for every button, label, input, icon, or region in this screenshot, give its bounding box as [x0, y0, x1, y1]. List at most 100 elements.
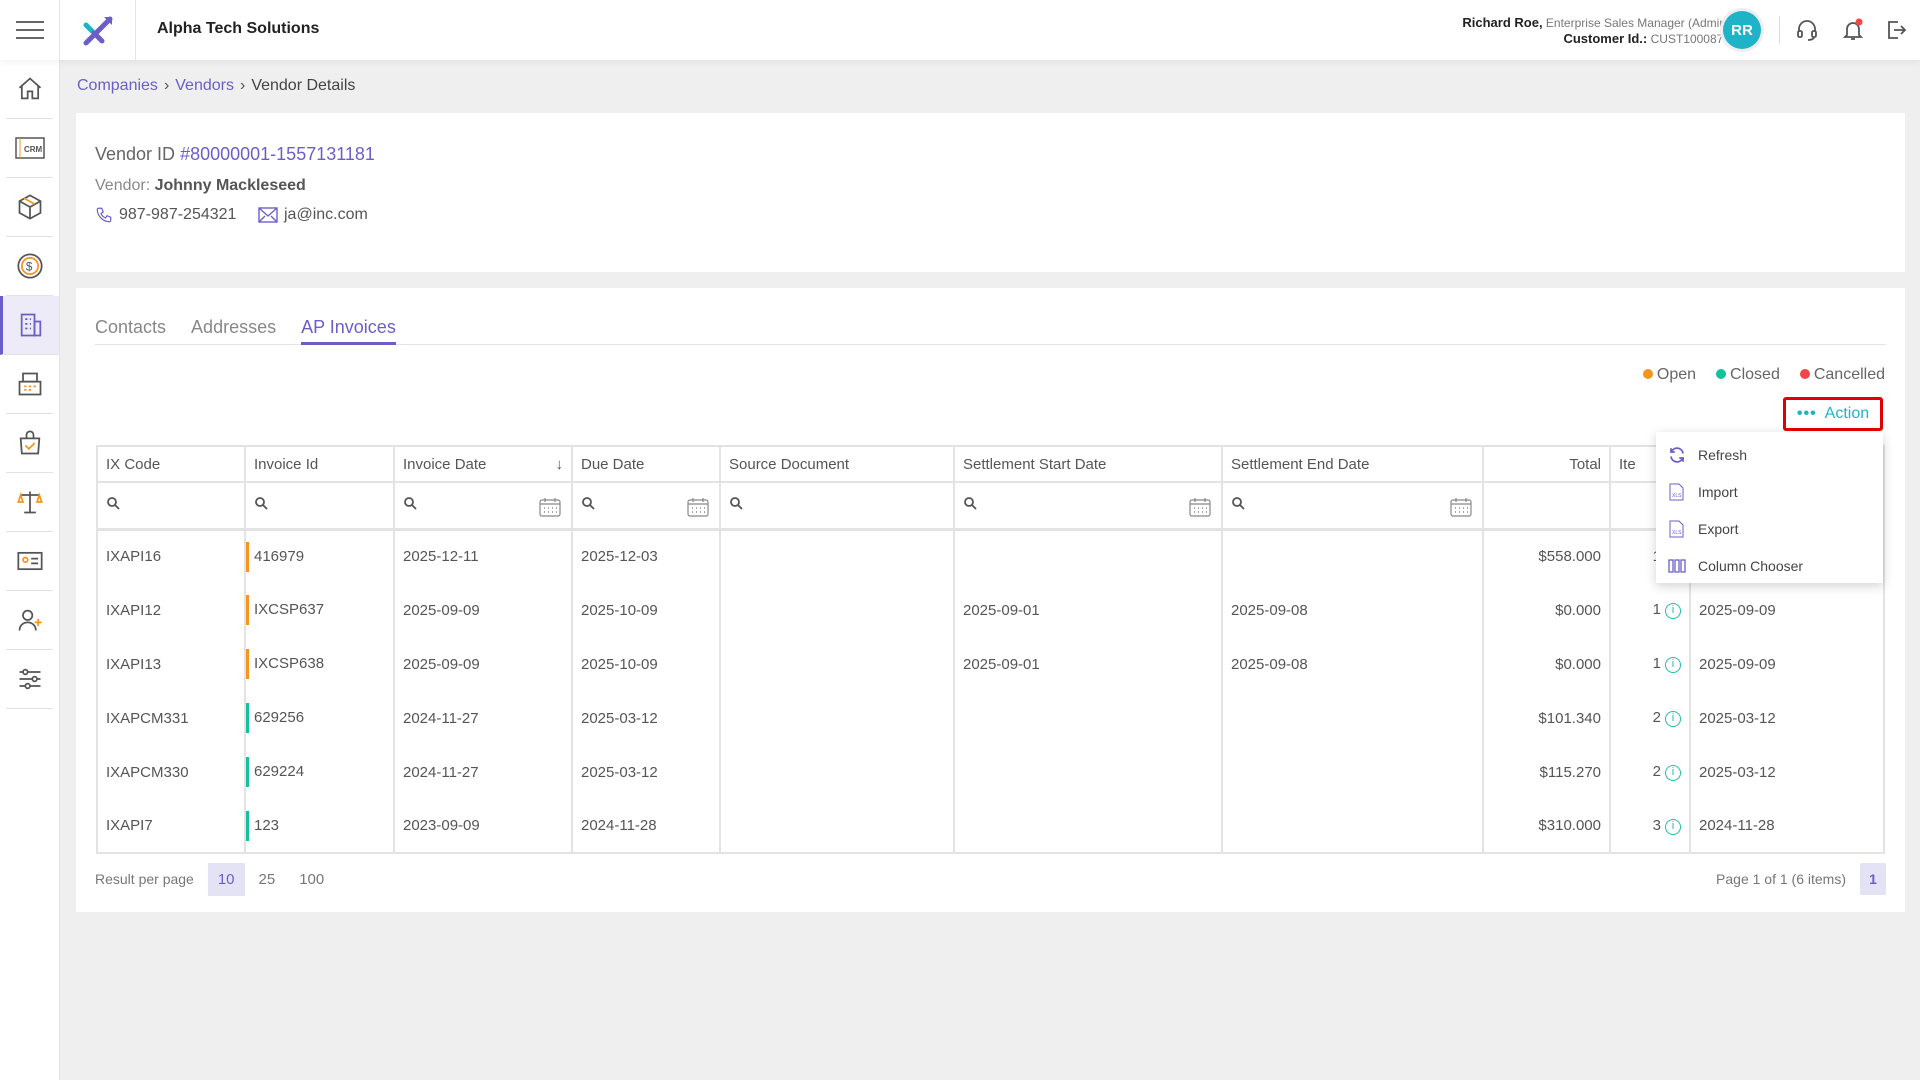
column-header-label: IX Code [106, 455, 161, 473]
page-size-25[interactable]: 25 [258, 870, 276, 888]
headset-icon[interactable] [1795, 18, 1819, 42]
bell-icon[interactable] [1841, 18, 1865, 42]
vendor-name: Vendor: Johnny Mackleseed [95, 177, 306, 195]
cell-value: 2025-09-09 [1699, 601, 1776, 619]
column-header-settlement-end-date[interactable]: Settlement End Date [1221, 445, 1484, 483]
tab-contacts[interactable]: Contacts [95, 317, 167, 337]
page-size-100[interactable]: 100 [299, 870, 325, 888]
status-indicator [247, 595, 249, 625]
table-row[interactable]: IXAPI16 416979 2025-12-11 2025-12-03 $558.00… [96, 529, 1885, 583]
cell-settlement-start-date [953, 691, 1223, 745]
filter-invoice-date[interactable] [393, 482, 573, 531]
page-info: Page 1 of 1 (6 items) [1716, 871, 1846, 887]
sidebar-item-companies[interactable] [0, 296, 59, 355]
menu-item-import[interactable]: XLS Import [1656, 473, 1883, 510]
logout-icon[interactable] [1884, 18, 1908, 42]
search-icon [1232, 497, 1245, 510]
info-icon[interactable]: i [1665, 603, 1681, 619]
sidebar-item-cards[interactable] [6, 532, 53, 591]
breadcrumb-vendors[interactable]: Vendors [175, 77, 234, 94]
filter-due-date[interactable] [571, 482, 721, 531]
sidebar-item-products[interactable] [6, 178, 53, 237]
filter-settlement-start-date[interactable] [953, 482, 1223, 531]
cell-source-document [719, 691, 955, 745]
table-row[interactable]: IXAPI13 IXCSP638 2025-09-09 2025-10-09 2025-… [96, 637, 1885, 691]
sidebar-item-purchases[interactable] [6, 414, 53, 473]
column-header-ix-code[interactable]: IX Code [96, 445, 246, 483]
info-icon[interactable]: i [1665, 657, 1681, 673]
refresh-icon [1670, 446, 1684, 463]
cell-value: 2024-11-28 [1699, 817, 1775, 834]
sort-desc-icon[interactable]: ↓ [555, 455, 564, 473]
table-row[interactable]: IXAPI7 123 2023-09-09 2024-11-28 $310.000 3 i 2… [96, 799, 1885, 854]
cell-source-document [719, 583, 955, 637]
calendar-icon[interactable] [1450, 497, 1472, 517]
filter-ix-code[interactable] [96, 482, 246, 531]
calendar-icon[interactable] [1189, 497, 1211, 517]
info-icon[interactable]: i [1665, 818, 1681, 835]
table-row[interactable]: IXAPCM330 629224 2024-11-27 2025-03-12 $115.… [96, 745, 1885, 799]
tab-ap-invoices[interactable]: AP Invoices [301, 310, 396, 345]
action-button[interactable]: ••• Action [1783, 397, 1883, 431]
filter-settlement-end-date[interactable] [1221, 482, 1484, 531]
cell-invoice-id: 123 [244, 799, 395, 854]
sidebar-item-finance[interactable]: $ [6, 237, 53, 296]
info-icon[interactable]: i [1665, 765, 1681, 781]
menu-item-column-chooser[interactable]: Column Chooser [1656, 547, 1883, 584]
sidebar-item-users[interactable] [6, 591, 53, 650]
column-header-invoice-id[interactable]: Invoice Id [244, 445, 395, 483]
menu-item-refresh[interactable]: Refresh [1656, 436, 1883, 473]
page-button[interactable]: 1 [1860, 863, 1886, 895]
calendar-icon[interactable] [539, 497, 561, 517]
filter-invoice-id[interactable] [244, 482, 395, 531]
table-row[interactable]: IXAPI12 IXCSP637 2025-09-09 2025-10-09 2025-… [96, 583, 1885, 637]
status-indicator [247, 703, 249, 733]
calendar-icon[interactable] [687, 497, 709, 517]
sidebar-item-legal[interactable] [6, 473, 53, 532]
id-card-icon [16, 551, 43, 571]
menu-item-export[interactable]: XLS Export [1656, 510, 1883, 547]
cell-due-date: 2024-11-28 [571, 799, 721, 854]
column-header-due-date[interactable]: Due Date [571, 445, 721, 483]
sidebar-item-crm[interactable]: CRM [6, 119, 53, 178]
vendor-card: Vendor ID #80000001-1557131181 Vendor: J… [76, 113, 1905, 272]
cell-value: IXAPI16 [106, 548, 162, 566]
logo[interactable] [60, 0, 136, 60]
page-size-10[interactable]: 10 [207, 862, 245, 896]
cell-value: 629256 [254, 708, 305, 726]
cell-value: 2025-09-09 [403, 655, 480, 673]
breadcrumb-companies[interactable]: Companies [77, 77, 158, 94]
scales-icon [16, 491, 43, 514]
cell-value: 2025-09-09 [403, 601, 480, 619]
cell-value: 2 [1652, 709, 1661, 726]
user-info: Richard Roe, Enterprise Sales Manager (A… [1462, 15, 1730, 47]
column-header-invoice-date[interactable]: Invoice Date ↓ [393, 445, 573, 483]
cell-due-date: 2025-03-12 [571, 745, 721, 799]
sidebar-item-register[interactable] [6, 355, 53, 414]
sidebar-item-home[interactable] [6, 60, 53, 119]
email-value[interactable]: ja@inc.com [284, 206, 368, 223]
columns-icon [1668, 558, 1686, 573]
cell-last-date: 2025-03-12 [1689, 691, 1885, 745]
cell-source-document [719, 637, 955, 691]
cell-settlement-start-date [953, 745, 1223, 799]
column-header-source-document[interactable]: Source Document [719, 445, 955, 483]
column-header-settlement-start-date[interactable]: Settlement Start Date [953, 445, 1223, 483]
table-row[interactable]: IXAPCM331 629256 2024-11-27 2025-03-12 $101.… [96, 691, 1885, 745]
menu-toggle-button[interactable] [0, 0, 60, 60]
filter-source-document[interactable] [719, 482, 955, 531]
info-icon[interactable]: i [1665, 711, 1681, 727]
tab-addresses[interactable]: Addresses [191, 317, 277, 337]
column-header-total[interactable]: Total [1482, 445, 1611, 483]
cell-invoice-date: 2025-09-09 [393, 583, 573, 637]
building-icon [20, 313, 42, 337]
cell-invoice-date: 2025-09-09 [393, 637, 573, 691]
cell-value: 2025-12-03 [581, 548, 658, 566]
tab-bar: Contacts Addresses AP Invoices [95, 310, 1886, 345]
avatar[interactable]: RR [1723, 11, 1761, 49]
sidebar-item-settings[interactable] [6, 650, 53, 709]
menu-label: Export [1698, 520, 1739, 537]
sliders-icon [19, 668, 40, 690]
cell-value: 2025-09-09 [1699, 655, 1776, 673]
